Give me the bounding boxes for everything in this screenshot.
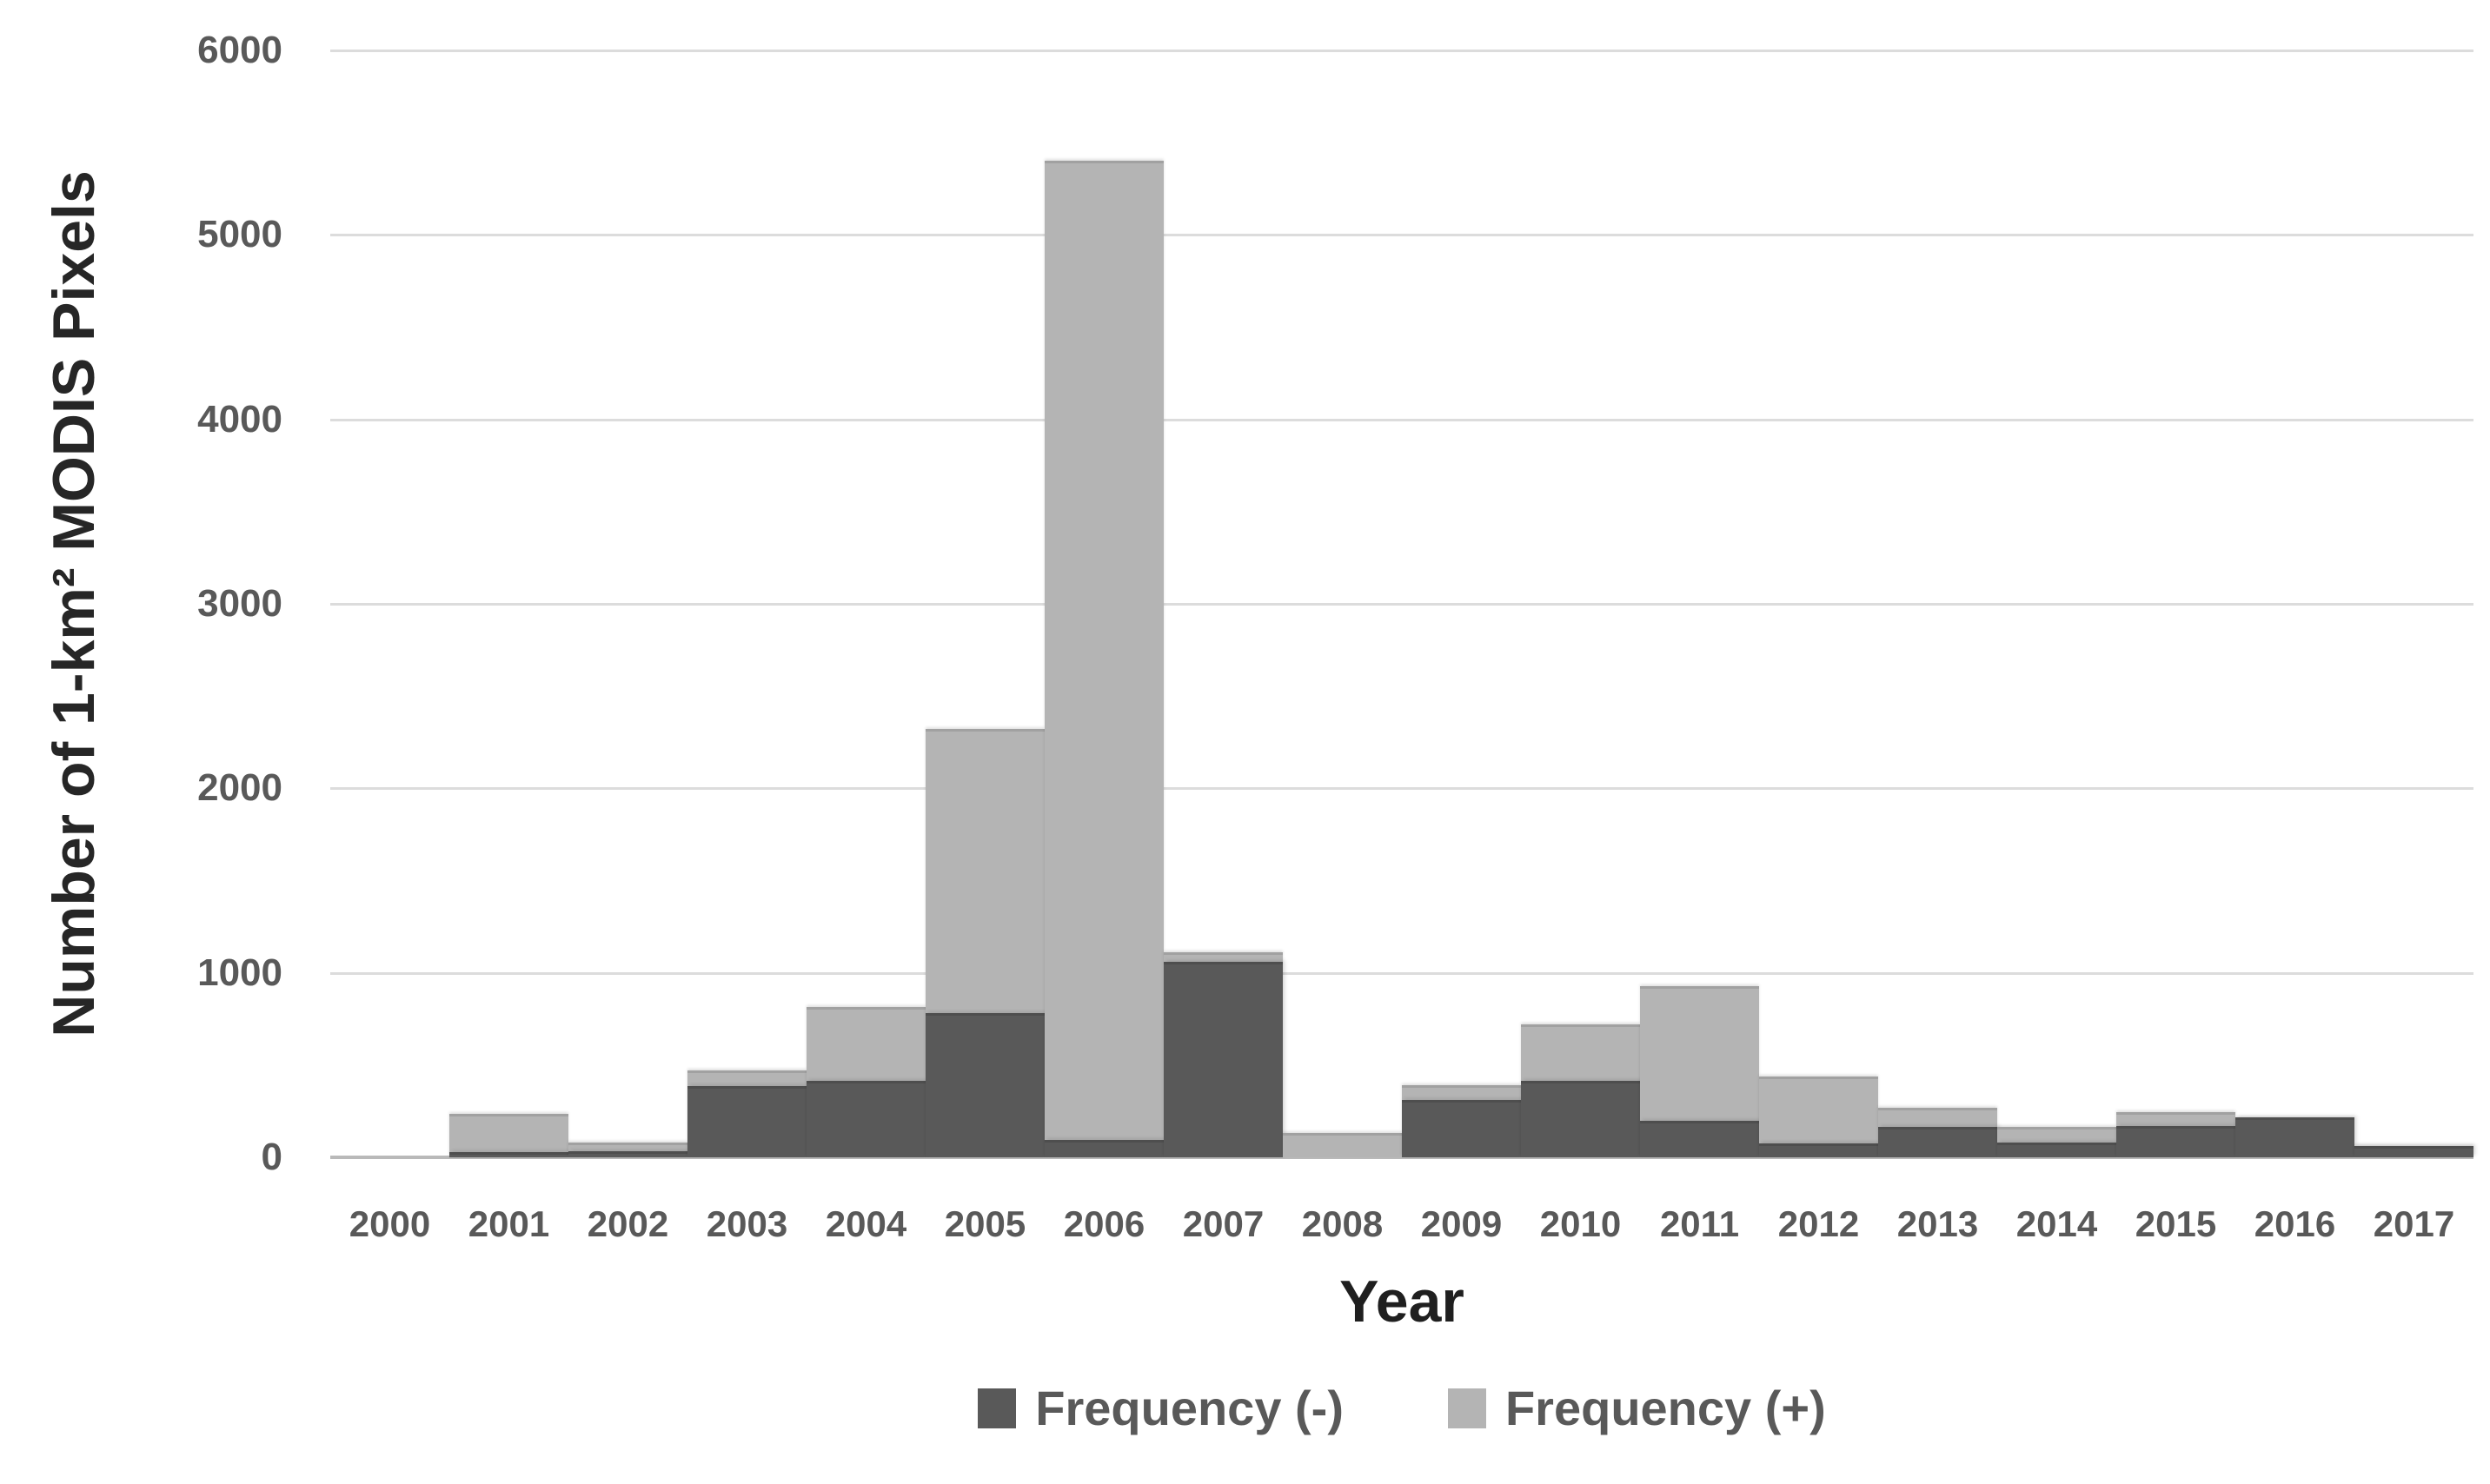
x-tick-label-2002: 2002 — [587, 1203, 669, 1244]
y-axis-title: Number of 1-km² MODIS Pixels — [41, 170, 107, 1037]
gridline-5000 — [330, 234, 2473, 237]
bar-frequency-negative-2014 — [1997, 1143, 2116, 1157]
bar-group-2000 — [330, 50, 449, 1157]
bar-frequency-negative-2015 — [2116, 1125, 2235, 1157]
bar-frequency-negative-2010 — [1521, 1080, 1640, 1157]
x-tick-label-2007: 2007 — [1182, 1203, 1265, 1244]
bar-frequency-negative-2005 — [926, 1013, 1045, 1157]
gridline-6000 — [330, 50, 2473, 52]
x-tick-label-2000: 2000 — [349, 1203, 431, 1244]
bar-frequency-negative-2009 — [1402, 1100, 1521, 1157]
legend-swatch-frequency-negative — [978, 1388, 1017, 1428]
x-tick-label-2005: 2005 — [944, 1203, 1026, 1244]
x-axis-line — [330, 1156, 2473, 1159]
bar-group-2012 — [1759, 50, 1878, 1157]
bar-group-2007 — [1164, 50, 1283, 1157]
gridline-1000 — [330, 971, 2473, 975]
x-tick-label-2015: 2015 — [2135, 1203, 2217, 1244]
bar-frequency-negative-2006 — [1045, 1139, 1164, 1157]
bar-frequency-negative-2013 — [1878, 1126, 1997, 1157]
legend-item-frequency-positive: Frequency (+) — [1447, 1380, 1826, 1437]
bar-group-2009 — [1402, 50, 1521, 1157]
x-tick-label-2006: 2006 — [1063, 1203, 1145, 1244]
x-tick-label-2012: 2012 — [1777, 1203, 1860, 1244]
bar-group-2004 — [807, 50, 926, 1157]
bar-frequency-positive-2008 — [1283, 1133, 1402, 1157]
x-tick-label-2017: 2017 — [2373, 1203, 2455, 1244]
bar-frequency-negative-2007 — [1164, 961, 1283, 1157]
legend-label-frequency-positive: Frequency (+) — [1504, 1381, 1826, 1435]
x-axis-title: Year — [1339, 1269, 1464, 1335]
bar-group-2011 — [1640, 50, 1759, 1157]
x-tick-label-2008: 2008 — [1301, 1203, 1384, 1244]
legend-swatch-frequency-positive — [1447, 1388, 1486, 1428]
bar-frequency-negative-2017 — [2354, 1146, 2473, 1157]
gridline-3000 — [330, 603, 2473, 606]
gridline-4000 — [330, 418, 2473, 421]
bar-frequency-positive-2006 — [1045, 161, 1164, 1157]
x-tick-label-2003: 2003 — [706, 1203, 788, 1244]
x-tick-label-2004: 2004 — [825, 1203, 907, 1244]
y-tick-label-1000: 1000 — [197, 951, 282, 994]
bar-group-2003 — [687, 50, 807, 1157]
bar-frequency-negative-2012 — [1759, 1143, 1878, 1157]
bar-group-2010 — [1521, 50, 1640, 1157]
bar-frequency-negative-2001 — [449, 1151, 568, 1157]
bar-group-2002 — [568, 50, 687, 1157]
y-tick-label-4000: 4000 — [197, 397, 282, 441]
x-tick-label-2009: 2009 — [1420, 1203, 1503, 1244]
bar-group-2016 — [2235, 50, 2354, 1157]
bar-group-2013 — [1878, 50, 1997, 1157]
bar-group-2008 — [1283, 50, 1402, 1157]
legend: Frequency (-) Frequency (+) — [330, 1380, 2473, 1437]
y-tick-label-0: 0 — [261, 1136, 282, 1178]
bar-group-2017 — [2354, 50, 2473, 1157]
bar-frequency-negative-2003 — [687, 1086, 807, 1157]
x-tick-label-2016: 2016 — [2254, 1203, 2336, 1244]
bar-group-2014 — [1997, 50, 2116, 1157]
y-tick-label-3000: 3000 — [197, 582, 282, 625]
y-tick-label-5000: 5000 — [197, 213, 282, 256]
x-tick-label-2014: 2014 — [2015, 1203, 2098, 1244]
x-tick-label-2011: 2011 — [1659, 1203, 1740, 1244]
x-tick-label-2013: 2013 — [1896, 1203, 1979, 1244]
bar-frequency-positive-2001 — [449, 1114, 568, 1157]
bar-frequency-negative-2002 — [568, 1150, 687, 1157]
bar-frequency-negative-2011 — [1640, 1120, 1759, 1157]
plot-area — [330, 50, 2473, 1159]
x-tick-label-2010: 2010 — [1539, 1203, 1622, 1244]
y-tick-label-2000: 2000 — [197, 766, 282, 810]
gridline-2000 — [330, 787, 2473, 791]
bar-frequency-negative-2004 — [807, 1080, 926, 1157]
bar-group-2005 — [926, 50, 1045, 1157]
bar-group-2006 — [1045, 50, 1164, 1157]
bar-frequency-negative-2016 — [2235, 1117, 2354, 1157]
bar-group-2015 — [2116, 50, 2235, 1157]
legend-label-frequency-negative: Frequency (-) — [1035, 1381, 1344, 1435]
y-tick-label-6000: 6000 — [197, 29, 282, 71]
bar-group-2001 — [449, 50, 568, 1157]
x-tick-label-2001: 2001 — [468, 1203, 550, 1244]
legend-item-frequency-negative: Frequency (-) — [978, 1380, 1344, 1437]
